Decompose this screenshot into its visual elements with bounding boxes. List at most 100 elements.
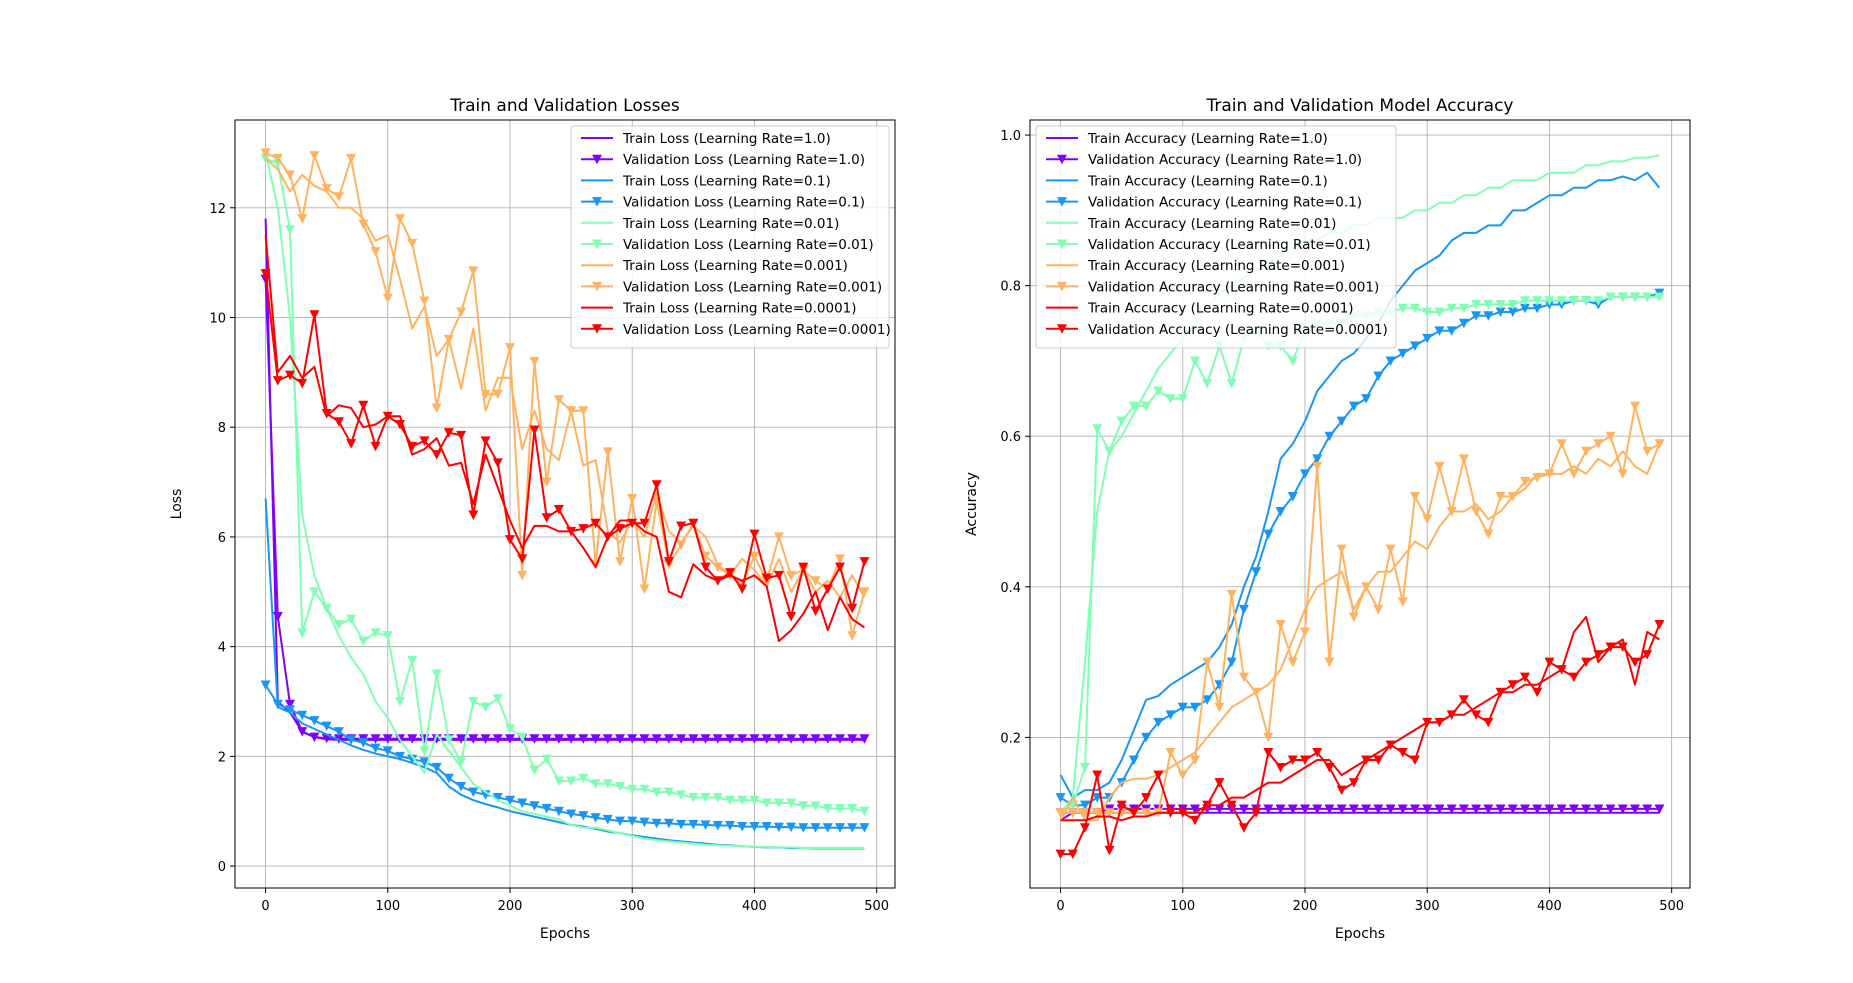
data-point	[1373, 755, 1384, 765]
data-point	[1581, 446, 1592, 457]
data-point	[700, 820, 711, 830]
data-point	[1410, 755, 1420, 765]
data-point	[773, 532, 784, 542]
data-point	[1593, 296, 1604, 306]
data-point	[1410, 491, 1420, 502]
data-point	[590, 518, 601, 529]
series-line	[264, 152, 865, 849]
data-point	[1226, 657, 1237, 668]
x-tick-label: 400	[742, 899, 767, 914]
data-point	[810, 576, 821, 586]
data-point	[1434, 804, 1445, 814]
data-point	[627, 518, 638, 529]
data-point	[1422, 307, 1433, 317]
y-tick-label: 0.4	[1000, 581, 1021, 596]
data-point	[615, 524, 625, 534]
data-point	[1654, 292, 1665, 302]
loss-chart-frame	[234, 119, 896, 889]
data-point	[1165, 710, 1176, 720]
data-point	[578, 811, 589, 821]
legend-label: Validation Loss (Learning Rate=0.1)	[623, 195, 865, 211]
data-point	[602, 779, 613, 789]
data-point	[1507, 307, 1518, 317]
data-point	[1385, 804, 1396, 814]
data-point	[1593, 650, 1604, 660]
data-point	[480, 389, 491, 400]
legend-label: Train Loss (Learning Rate=0.0001)	[622, 301, 857, 317]
data-point	[370, 734, 381, 744]
data-point	[1080, 823, 1090, 833]
series-4	[260, 680, 870, 833]
data-point	[272, 699, 283, 710]
data-point	[1177, 702, 1188, 713]
data-point	[346, 735, 357, 745]
data-point	[492, 458, 503, 468]
data-point	[798, 734, 809, 744]
data-point	[773, 734, 784, 744]
data-point	[1434, 717, 1445, 728]
data-point	[260, 148, 271, 158]
x-tick-label: 300	[620, 899, 645, 914]
data-point	[285, 225, 295, 235]
data-point	[1397, 348, 1408, 359]
series-4	[1055, 288, 1665, 811]
data-point	[456, 782, 467, 792]
y-tick-label: 0.6	[1000, 430, 1021, 445]
data-point	[1422, 804, 1433, 814]
data-point	[761, 573, 772, 584]
data-point	[309, 716, 320, 726]
data-point	[566, 406, 577, 416]
data-point	[749, 795, 760, 806]
data-point	[749, 551, 760, 562]
data-point	[1446, 804, 1457, 814]
data-point	[395, 419, 405, 430]
data-point	[517, 798, 528, 808]
data-point	[712, 576, 723, 586]
data-point	[1263, 529, 1274, 540]
data-point	[615, 782, 625, 792]
data-point	[260, 680, 271, 691]
data-point	[1128, 755, 1139, 765]
legend-label: Train Accuracy (Learning Rate=0.0001)	[1087, 301, 1354, 317]
data-point	[505, 724, 515, 734]
x-tick-label: 200	[498, 899, 523, 914]
legend-label: Validation Accuracy (Learning Rate=0.1)	[1088, 195, 1362, 211]
legend-item: Train Loss (Learning Rate=0.01)	[581, 216, 839, 232]
data-point	[1385, 740, 1396, 750]
data-point	[1617, 642, 1628, 653]
data-point	[700, 551, 711, 562]
data-point	[676, 819, 687, 830]
data-point	[822, 803, 833, 814]
data-point	[639, 518, 650, 529]
data-point	[1287, 356, 1298, 366]
data-point	[358, 400, 369, 411]
data-point	[578, 524, 589, 534]
data-point	[1410, 804, 1420, 814]
data-point	[480, 436, 491, 446]
data-point	[1422, 717, 1433, 728]
data-point	[663, 787, 674, 797]
data-point	[651, 818, 662, 829]
data-point	[1226, 800, 1237, 811]
data-point	[737, 584, 748, 595]
data-point	[1104, 446, 1115, 457]
data-point	[810, 801, 821, 811]
data-point	[725, 568, 735, 578]
data-point	[1275, 619, 1286, 630]
legend-item: Train Accuracy (Learning Rate=0.001)	[1046, 258, 1345, 274]
data-point	[1324, 431, 1335, 442]
data-point	[1446, 710, 1457, 720]
data-point	[1128, 808, 1139, 818]
data-point	[1361, 804, 1372, 814]
accuracy-chart-title: Train and Validation Model Accuracy	[1206, 96, 1514, 116]
data-point	[285, 370, 295, 381]
data-point	[1312, 804, 1323, 814]
data-point	[1568, 804, 1579, 814]
data-point	[1458, 318, 1469, 329]
legend-marker	[1057, 324, 1067, 334]
data-point	[1214, 702, 1225, 713]
data-point	[1617, 469, 1628, 479]
data-point	[1458, 695, 1469, 705]
data-point	[541, 513, 552, 523]
data-point	[468, 510, 479, 520]
